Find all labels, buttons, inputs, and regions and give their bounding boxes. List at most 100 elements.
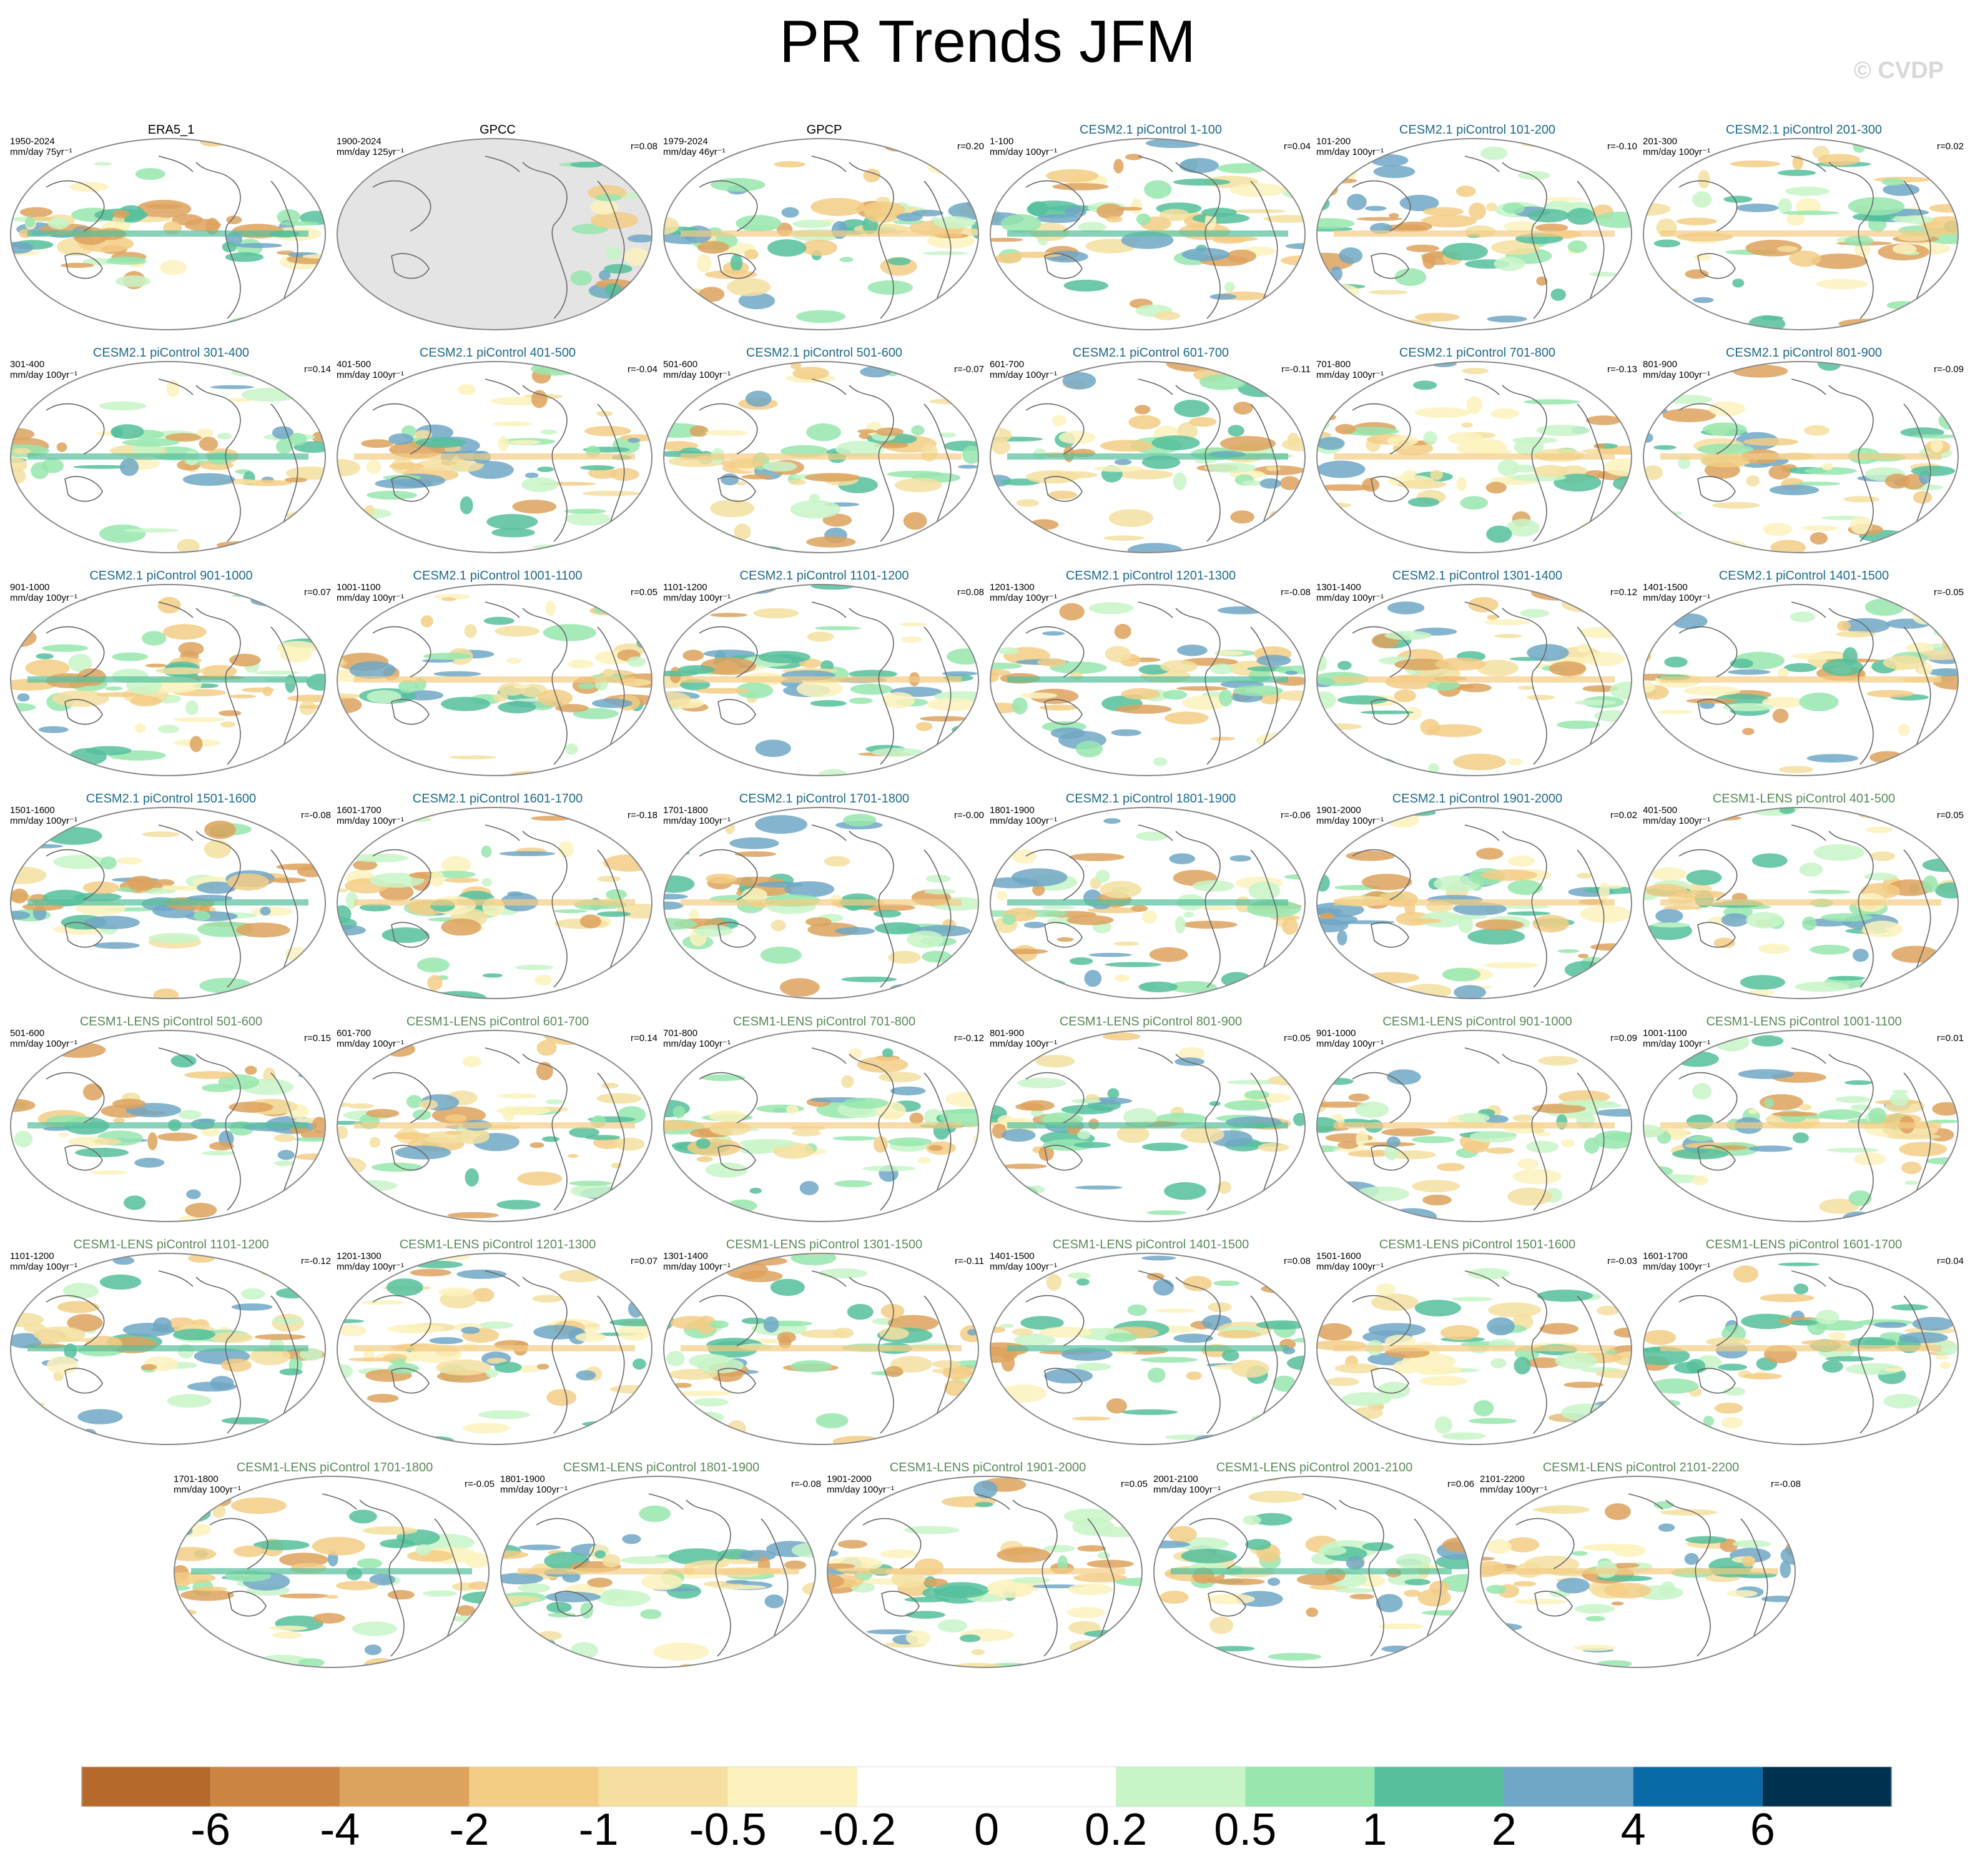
- coastline: [717, 1145, 756, 1171]
- trend-blotch: [231, 368, 258, 377]
- panel-correlation: r=-0.12: [301, 1256, 331, 1266]
- trend-blotch: [167, 1394, 212, 1408]
- trend-blotch: [212, 1504, 226, 1518]
- trend-blotch: [498, 436, 510, 452]
- coastline: [1502, 608, 1547, 765]
- trend-blotch: [1146, 1210, 1186, 1215]
- trend-blotch: [971, 1649, 985, 1656]
- trend-blotch: [34, 1049, 45, 1062]
- trend-blotch: [1763, 523, 1793, 536]
- trend-blotch: [56, 442, 67, 452]
- trend-blotch: [385, 807, 400, 816]
- trend-blotch: [416, 957, 450, 973]
- trend-blotch: [887, 1315, 939, 1331]
- trend-blotch: [734, 523, 751, 540]
- trend-blotch: [1105, 962, 1162, 967]
- colorbar-swatch: [340, 1767, 470, 1807]
- trend-blotch: [1507, 856, 1535, 867]
- coastline: [64, 1368, 103, 1394]
- coastline: [158, 1270, 194, 1287]
- trend-blotch: [862, 1165, 916, 1172]
- trend-blotch: [1381, 1646, 1413, 1652]
- trend-blotch: [1362, 972, 1419, 984]
- trend-blotch: [938, 1619, 968, 1633]
- coastline: [46, 1295, 105, 1346]
- trend-blotch: [1429, 1581, 1449, 1595]
- coastline: [46, 626, 105, 678]
- coastline: [1903, 403, 1931, 523]
- trend-blotch: [1066, 1607, 1106, 1619]
- coastline: [1828, 162, 1874, 319]
- trend-blotch: [890, 983, 934, 994]
- trend-blotch: [950, 1181, 978, 1195]
- trend-blotch: [1467, 928, 1525, 945]
- trend-blotch: [975, 1502, 993, 1508]
- trend-blotch: [11, 1049, 31, 1067]
- trend-blotch: [579, 914, 601, 929]
- coastline: [1665, 1499, 1711, 1657]
- trend-blotch: [1268, 1652, 1322, 1661]
- trend-blotch: [668, 1369, 718, 1380]
- trend-blotch: [1748, 1108, 1758, 1114]
- trend-blotch: [353, 859, 378, 871]
- trend-blotch: [350, 748, 393, 762]
- trend-blotch: [1721, 1416, 1743, 1429]
- trend-blotch: [1154, 1540, 1190, 1549]
- trend-blotch: [594, 1550, 606, 1559]
- world-map: [1316, 361, 1632, 553]
- trend-blotch: [1502, 905, 1550, 909]
- trend-blotch: [1455, 185, 1476, 197]
- trend-blotch: [730, 254, 743, 272]
- trend-blotch: [280, 221, 320, 226]
- trend-blotch: [1062, 372, 1096, 390]
- trend-blotch: [1317, 484, 1373, 491]
- trend-blotch: [157, 724, 179, 734]
- map-panel: CESM2.1 piControl 801-900 801-900 mm/day 1…: [1642, 345, 1966, 558]
- trend-blotch: [1084, 970, 1102, 987]
- trend-blotch: [240, 1288, 265, 1300]
- trend-blotch: [841, 976, 897, 982]
- trend-blotch: [1071, 1098, 1101, 1103]
- trend-blotch: [603, 668, 614, 677]
- trend-blotch: [157, 1132, 198, 1142]
- trend-blotch: [1692, 1175, 1709, 1186]
- trend-blotch: [568, 1153, 578, 1158]
- trend-blotch: [540, 429, 558, 435]
- map-border: [990, 138, 1306, 330]
- trend-blotch: [1435, 658, 1487, 671]
- trend-blotch: [536, 1040, 557, 1056]
- panel-units: mm/day 100yr⁻¹: [1643, 147, 1710, 157]
- panel-period: 1-100: [990, 136, 1014, 147]
- trend-blotch: [1072, 1518, 1115, 1536]
- panel-units: mm/day 100yr⁻¹: [1316, 147, 1384, 157]
- trend-blotch: [1287, 1355, 1305, 1371]
- trend-blotch: [945, 1091, 978, 1107]
- trend-blotch: [458, 383, 476, 395]
- trend-blotch: [298, 704, 325, 709]
- trend-blotch: [1317, 1101, 1367, 1108]
- trend-blotch: [1732, 364, 1788, 378]
- trend-blotch: [1874, 1321, 1908, 1328]
- trend-blotch: [1951, 714, 1958, 724]
- trend-blotch: [1883, 1394, 1921, 1409]
- trend-blotch: [1487, 615, 1498, 620]
- trend-blotch: [1077, 1545, 1106, 1552]
- trend-blotch: [736, 682, 774, 699]
- coastline: [1697, 699, 1736, 725]
- trend-blotch: [279, 1593, 329, 1599]
- trend-blotch: [1486, 525, 1512, 543]
- panel-period: 601-700: [990, 359, 1025, 370]
- trend-blotch: [606, 246, 621, 260]
- panel-units: mm/day 100yr⁻¹: [663, 593, 731, 603]
- trend-blotch: [140, 1364, 157, 1371]
- trend-blotch: [1052, 183, 1109, 190]
- trend-blotch: [1337, 661, 1352, 670]
- trend-blotch: [940, 960, 961, 971]
- coastline: [1138, 601, 1173, 618]
- trend-blotch: [796, 679, 843, 698]
- trend-blotch: [201, 1150, 235, 1156]
- panel-title: CESM2.1 piControl 1501-1600: [86, 792, 257, 806]
- trend-blotch: [273, 1133, 296, 1142]
- trend-blotch: [349, 1509, 377, 1524]
- trend-blotch: [739, 1549, 776, 1562]
